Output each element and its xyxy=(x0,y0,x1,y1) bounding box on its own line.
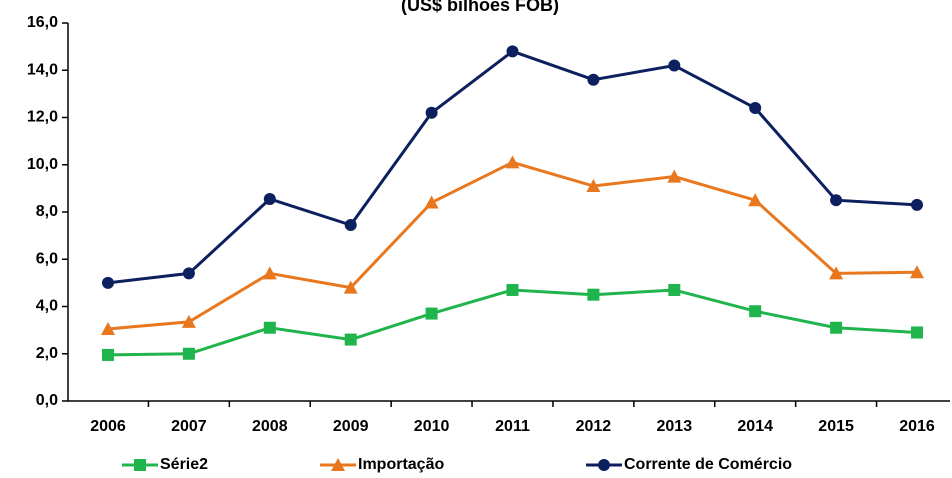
x-tick-label: 2013 xyxy=(657,418,693,435)
data-point xyxy=(505,155,520,169)
x-tick-label: 2012 xyxy=(576,418,612,435)
data-point xyxy=(102,348,114,361)
y-tick-label: 6,0 xyxy=(36,250,58,267)
y-tick-label: 12,0 xyxy=(27,109,58,126)
data-point xyxy=(182,347,195,360)
y-tick-label: 2,0 xyxy=(36,345,58,362)
data-point xyxy=(425,307,438,320)
data-point xyxy=(262,266,277,280)
x-tick-label: 2016 xyxy=(899,418,935,435)
data-point xyxy=(344,333,357,346)
data-point xyxy=(506,45,519,58)
data-point xyxy=(668,283,681,296)
y-tick-label: 10,0 xyxy=(27,156,58,173)
y-tick-label: 16,0 xyxy=(27,14,58,31)
legend-label: Importação xyxy=(358,456,444,473)
data-point xyxy=(749,305,762,318)
data-point xyxy=(586,179,601,193)
data-point xyxy=(748,193,763,207)
x-tick-label: 2015 xyxy=(818,418,854,435)
series-line xyxy=(107,288,918,357)
x-tick-label: 2007 xyxy=(171,418,207,435)
data-point xyxy=(181,314,196,328)
data-point xyxy=(102,276,114,289)
x-tick-label: 2006 xyxy=(90,418,126,435)
x-tick-label: 2009 xyxy=(333,418,369,435)
data-point xyxy=(749,102,762,115)
y-tick-label: 0,0 xyxy=(36,392,58,409)
chart-title: (US$ bilhões FOB) xyxy=(401,0,559,15)
data-point xyxy=(830,321,843,334)
legend-label: Série2 xyxy=(160,456,208,473)
data-point xyxy=(425,106,438,119)
data-point xyxy=(829,266,844,280)
x-tick-label: 2008 xyxy=(252,418,288,435)
data-point xyxy=(911,326,923,339)
data-point xyxy=(830,194,843,207)
legend-label: Corrente de Comércio xyxy=(624,456,792,473)
data-point xyxy=(263,193,276,206)
data-point xyxy=(667,169,682,183)
legend-marker xyxy=(598,459,610,471)
y-tick-label: 8,0 xyxy=(36,203,58,220)
x-tick-label: 2014 xyxy=(737,418,773,435)
y-tick-label: 14,0 xyxy=(27,61,58,78)
data-point xyxy=(911,198,923,211)
data-point xyxy=(506,283,519,296)
data-point xyxy=(587,73,600,86)
series-line xyxy=(107,160,918,331)
legend-marker xyxy=(331,458,345,471)
data-point xyxy=(668,59,681,72)
data-point xyxy=(424,195,439,209)
data-point xyxy=(587,288,600,301)
data-point xyxy=(101,321,115,335)
x-tick-label: 2011 xyxy=(495,418,530,435)
data-point xyxy=(344,218,357,231)
data-point xyxy=(910,265,924,279)
legend-marker xyxy=(134,459,146,471)
y-tick-label: 4,0 xyxy=(36,298,58,315)
data-point xyxy=(343,280,358,294)
data-point xyxy=(263,321,276,334)
x-tick-label: 2010 xyxy=(414,418,450,435)
data-point xyxy=(182,267,195,280)
